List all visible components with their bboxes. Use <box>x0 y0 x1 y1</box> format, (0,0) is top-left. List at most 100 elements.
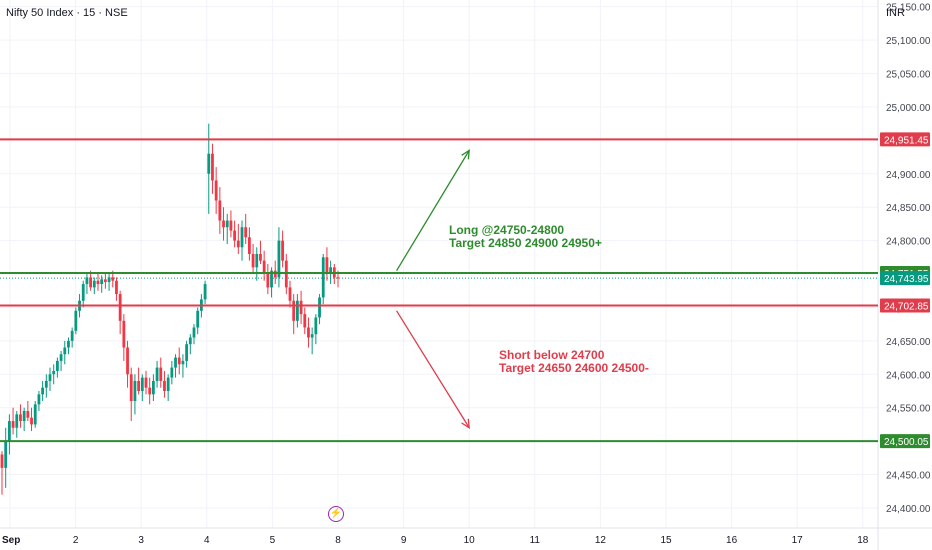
candle-body <box>192 327 196 338</box>
lightning-event-icon[interactable]: ⚡ <box>328 506 344 522</box>
price-tick-label: 24,600.00 <box>886 370 931 381</box>
candle-body <box>33 404 37 425</box>
time-tick-label: 15 <box>660 535 672 546</box>
time-tick-label: 12 <box>595 535 607 546</box>
candle-body <box>185 344 189 361</box>
candle-body <box>251 253 255 268</box>
candle-body <box>273 270 277 278</box>
candle-body <box>115 280 118 295</box>
last-price-badge-text: 24,743.95 <box>884 274 929 285</box>
short-arrow-line <box>396 310 470 429</box>
price-tick-label: 25,100.00 <box>886 36 931 47</box>
candle-body <box>107 277 111 283</box>
candle-body <box>100 279 104 285</box>
candle-body <box>218 200 222 221</box>
price-tick-label: 24,900.00 <box>886 170 931 181</box>
candle-body <box>52 370 56 375</box>
candle-body <box>92 280 96 288</box>
candle-body <box>81 284 85 301</box>
price-tick-label: 25,050.00 <box>886 70 931 81</box>
candle-body <box>177 357 181 365</box>
candle-body <box>7 421 11 442</box>
candle-body <box>203 284 207 300</box>
time-tick-label: 11 <box>530 535 541 546</box>
time-tick-label: 2 <box>73 535 79 546</box>
long-arrow-line <box>396 150 470 272</box>
short-target-text: Target 24650 24600 24500- <box>499 361 649 375</box>
candle-body <box>133 380 137 402</box>
level-price-badge-bg <box>880 434 930 449</box>
candle-body <box>318 297 321 318</box>
last-price-badge-bg <box>880 271 930 286</box>
candle-body <box>163 380 166 391</box>
candle-body <box>170 367 174 378</box>
candle-body <box>214 180 218 201</box>
price-tick-label: 24,550.00 <box>886 404 931 415</box>
candle-body <box>37 394 41 405</box>
long-setup-note: Long @24750-24800 Target 24850 24900 249… <box>449 224 602 250</box>
candle-body <box>314 317 318 335</box>
candle-body <box>44 380 48 388</box>
symbol-title[interactable]: Nifty 50 Index · 15 · NSE <box>6 7 128 19</box>
candle-body <box>255 253 259 268</box>
candle-body <box>240 227 244 248</box>
price-tick-label: 24,800.00 <box>886 237 931 248</box>
candle-body <box>174 357 177 368</box>
candle-body <box>281 240 285 261</box>
candle-body <box>299 300 303 315</box>
candle-body <box>148 387 152 395</box>
candle-body <box>55 360 59 371</box>
time-tick-label: 10 <box>464 535 476 546</box>
price-tick-label: 24,400.00 <box>886 504 931 515</box>
candle-body <box>236 240 240 248</box>
short-setup-note: Short below 24700 Target 24650 24600 245… <box>499 349 649 375</box>
time-tick-label: 16 <box>726 535 738 546</box>
candle-body <box>11 421 15 428</box>
candle-body <box>303 314 307 328</box>
candle-body <box>137 380 141 391</box>
candle-body <box>211 153 214 181</box>
candle-body <box>85 277 89 285</box>
candle-body <box>26 411 30 418</box>
candle-body <box>118 294 122 321</box>
candle-body <box>292 300 296 321</box>
price-tick-label: 25,000.00 <box>886 103 931 114</box>
candle-body <box>19 414 22 422</box>
candle-body <box>329 267 333 275</box>
candle-body <box>188 337 192 345</box>
short-entry-text: Short below 24700 <box>499 348 605 362</box>
candle-body <box>63 347 67 355</box>
candle-body <box>284 260 288 288</box>
time-tick-label: 3 <box>138 535 144 546</box>
time-tick-label: 8 <box>335 535 341 546</box>
candle-body <box>222 220 225 228</box>
candle-body <box>0 454 4 468</box>
candle-body <box>144 377 148 388</box>
price-tick-label: 24,850.00 <box>886 203 931 214</box>
candle-body <box>166 377 170 391</box>
candle-body <box>15 414 19 428</box>
candle-body <box>233 230 237 241</box>
candle-body <box>155 367 159 381</box>
candle-body <box>111 277 115 281</box>
candle-body <box>59 354 63 361</box>
candle-body <box>122 320 126 348</box>
currency-label: INR <box>886 7 905 19</box>
candle-body <box>181 360 185 365</box>
candle-body <box>41 387 45 395</box>
candle-body <box>262 260 266 275</box>
candle-body <box>288 287 292 301</box>
candle-body <box>151 380 155 395</box>
time-tick-label: Sep <box>2 535 20 546</box>
candle-body <box>140 377 144 391</box>
candle-body <box>295 300 299 321</box>
candle-body <box>225 220 229 228</box>
candle-body <box>325 257 329 275</box>
level-price-badge-bg <box>880 132 930 147</box>
candle-body <box>96 280 100 285</box>
long-arrow-head <box>461 149 470 160</box>
candle-body <box>74 310 78 331</box>
candle-body <box>207 153 211 174</box>
level-price-badge-text: 24,951.45 <box>884 135 929 146</box>
